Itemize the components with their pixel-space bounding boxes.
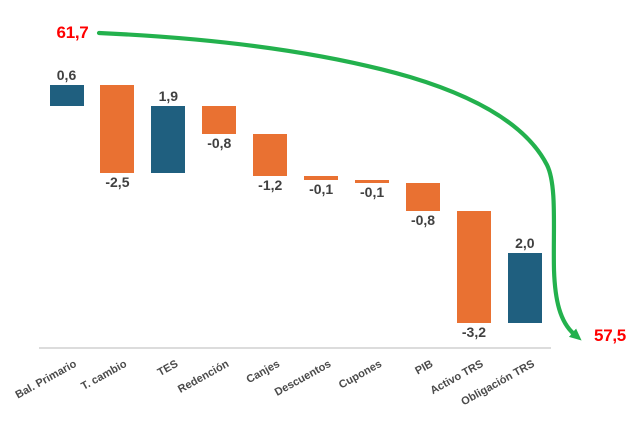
category-label-1: Bal. Primario — [13, 358, 79, 402]
category-label-8: PIB — [412, 358, 435, 378]
category-label-7: Cupones — [336, 358, 384, 392]
bar-value-label-5: -1,2 — [258, 177, 283, 193]
bar-value-label-10: 2,0 — [515, 235, 535, 251]
waterfall-bar-7 — [355, 179, 390, 183]
bar-value-label-4: -0,8 — [207, 135, 232, 151]
start-value-label: 61,7 — [56, 23, 89, 42]
waterfall-bar-4 — [202, 106, 237, 134]
category-label-2: T. cambio — [79, 358, 130, 393]
waterfall-bar-2 — [100, 85, 135, 173]
x-axis-line — [39, 347, 551, 349]
waterfall-bar-5 — [253, 134, 288, 176]
waterfall-bar-8 — [406, 183, 440, 211]
bar-value-label-2: -2,5 — [105, 173, 130, 190]
bar-value-label-9: -3,2 — [461, 324, 486, 340]
bar-value-label-8: -0,8 — [410, 212, 436, 228]
waterfall-bar-3 — [151, 106, 186, 173]
waterfall-bar-1 — [49, 85, 84, 106]
category-label-6: Descuentos — [272, 358, 333, 399]
bar-value-label-1: 0,6 — [56, 67, 77, 83]
waterfall-bar-6 — [304, 176, 339, 180]
category-label-4: Redención — [176, 358, 232, 396]
waterfall-bar-10 — [507, 253, 542, 323]
bar-value-label-6: -0,1 — [309, 180, 334, 197]
end-value-label: 57,5 — [594, 326, 626, 345]
category-label-5: Canjes — [244, 358, 283, 386]
waterfall-bar-9 — [456, 211, 491, 323]
bar-value-label-7: -0,1 — [360, 184, 385, 200]
bar-value-label-3: 1,9 — [158, 88, 179, 104]
category-label-3: TES — [155, 358, 181, 379]
